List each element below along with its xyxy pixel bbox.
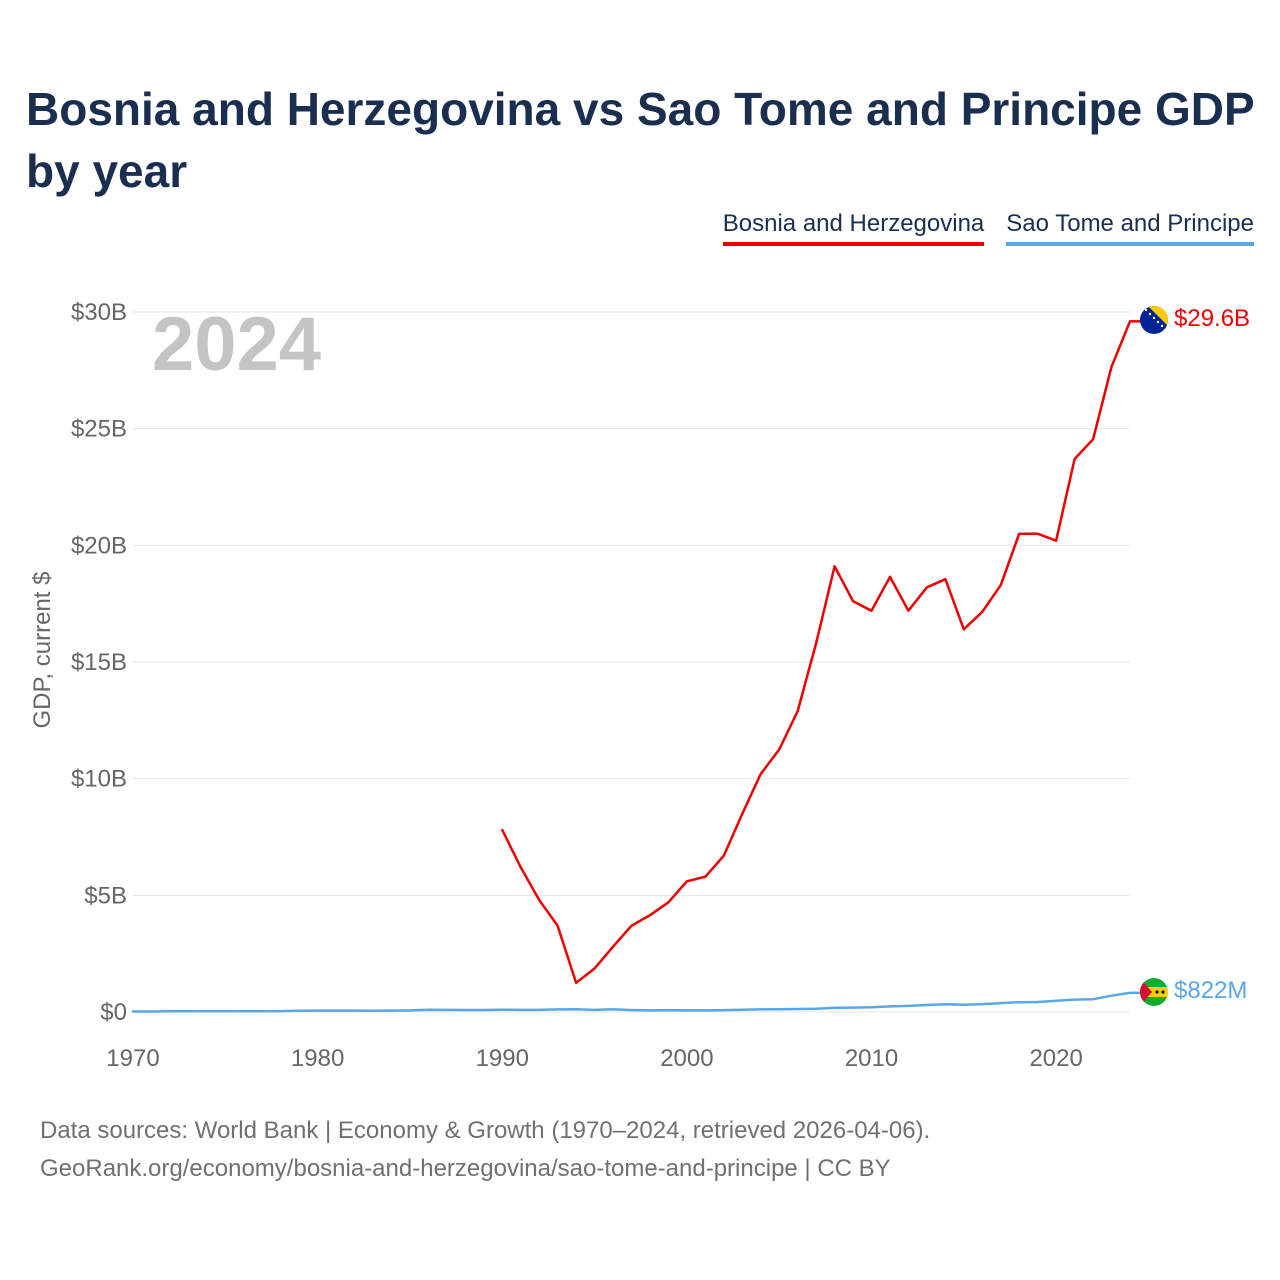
y-tick-label: $15B xyxy=(71,649,127,676)
y-tick-label: $5B xyxy=(84,882,127,909)
series-line-bosnia xyxy=(501,320,1132,985)
x-tick-label: 1980 xyxy=(291,1045,344,1072)
series xyxy=(131,320,1142,1013)
legend-item-sao-tome[interactable]: Sao Tome and Principe xyxy=(1006,210,1254,246)
legend: Bosnia and Herzegovina Sao Tome and Prin… xyxy=(722,210,1254,246)
series-line-sao-tome xyxy=(131,991,1132,1013)
year-watermark: 2024 xyxy=(152,302,321,387)
x-tick-label: 2000 xyxy=(660,1045,713,1072)
x-tick-label: 1990 xyxy=(476,1045,529,1072)
y-tick-label: $30B xyxy=(71,299,127,326)
gridlines xyxy=(133,311,1130,1013)
sao-tome-flag-icon xyxy=(1140,978,1168,1006)
y-tick-label: $20B xyxy=(71,532,127,559)
data-source-text: Data sources: World Bank | Economy & Gro… xyxy=(40,1117,931,1144)
end-label-sao-tome: $822M xyxy=(1174,977,1247,1004)
x-tick-label: 2020 xyxy=(1029,1045,1082,1072)
y-axis-title: GDP, current $ xyxy=(29,572,56,729)
bosnia-flag-icon xyxy=(1140,306,1168,334)
source-url-text: GeoRank.org/economy/bosnia-and-herzegovi… xyxy=(40,1155,891,1182)
x-tick-label: 1970 xyxy=(106,1045,159,1072)
end-label-bosnia: $29.6B xyxy=(1174,305,1250,332)
footer: Data sources: World Bank | Economy & Gro… xyxy=(40,1112,930,1188)
x-tick-label: 2010 xyxy=(845,1045,898,1072)
y-tick-label: $10B xyxy=(71,766,127,793)
y-tick-label: $0 xyxy=(100,999,127,1026)
endpoints: $29.6B $822M xyxy=(1140,305,1250,1006)
y-tick-label: $25B xyxy=(71,416,127,443)
chart-title: Bosnia and Herzegovina vs Sao Tome and P… xyxy=(26,83,1254,197)
legend-item-bosnia[interactable]: Bosnia and Herzegovina xyxy=(722,210,985,246)
axes: $0 $5B $10B $15B $20B $25B $30B 1970 1980 1990 200… xyxy=(71,299,1083,1072)
